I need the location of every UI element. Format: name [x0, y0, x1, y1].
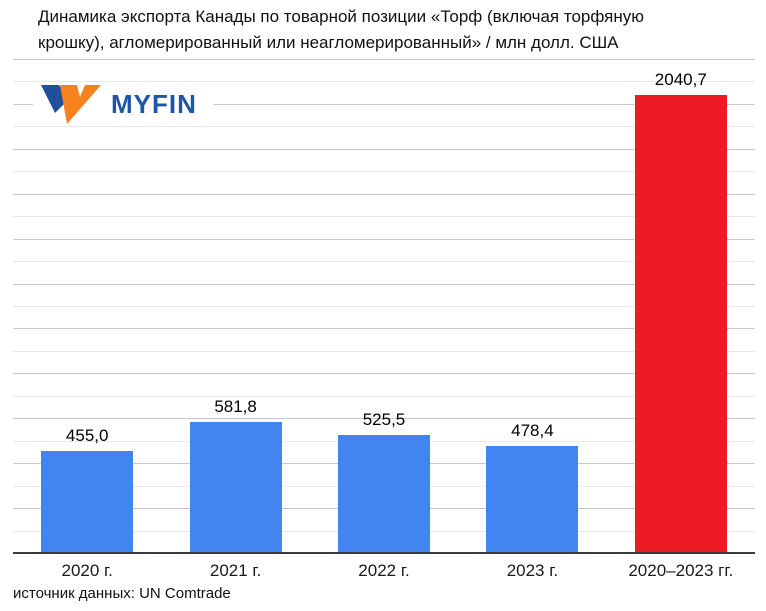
category-label: 2021 г.	[209, 561, 262, 580]
category-label: 2022 г.	[358, 561, 410, 580]
gridline-2100	[13, 81, 755, 83]
bar-value-label: 525,5	[362, 410, 406, 430]
bar-2022	[338, 435, 430, 553]
gridline-1900	[13, 126, 755, 128]
gridline-1000	[13, 328, 755, 330]
bar-value-label: 2040,7	[654, 69, 707, 89]
x-axis-line	[13, 552, 755, 554]
chart-title-line1: Динамика экспорта Канады по товарной поз…	[38, 7, 644, 26]
myfin-logo: MYFIN	[33, 83, 213, 125]
bar-2023	[486, 445, 579, 553]
bar-2021	[189, 422, 282, 553]
gridline-1100	[13, 306, 755, 307]
gridline-1700	[13, 171, 755, 173]
gridline-700	[13, 395, 755, 397]
gridline-2000	[13, 103, 755, 105]
gridline-900	[13, 350, 755, 352]
chart-title: Динамика экспорта Канады по товарной поз…	[38, 4, 644, 56]
category-label: 2020–2023 гг.	[628, 561, 734, 580]
gridline-1400	[13, 238, 755, 240]
chart-title-line2: крошку), агломерированный или неагломери…	[38, 33, 619, 52]
bar-value-label: 455,0	[65, 425, 109, 445]
logo-v-orange-icon	[60, 85, 101, 124]
category-label: 2020 г.	[61, 561, 113, 580]
plot-area: 455,0 581,8 525,5 478,4 2040,7	[13, 59, 755, 553]
gridline-1800	[13, 148, 755, 150]
gridline-800	[13, 373, 755, 375]
gridline-1500	[13, 216, 755, 218]
gridline-1200	[13, 283, 755, 285]
category-label: 2023 г.	[506, 561, 559, 580]
bar-2020-2023	[634, 94, 727, 553]
gridline-2200	[13, 59, 755, 60]
source-note: источник данных: UN Comtrade	[13, 585, 231, 602]
gridline-600	[13, 418, 755, 420]
gridline-1600	[13, 193, 755, 195]
bar-2020	[41, 450, 134, 553]
myfin-logo-text: MYFIN	[111, 88, 197, 119]
bar-value-label: 581,8	[214, 397, 257, 417]
bar-value-label: 478,4	[511, 420, 554, 440]
myfin-logo-icon	[41, 85, 101, 124]
gridline-1300	[13, 261, 755, 263]
